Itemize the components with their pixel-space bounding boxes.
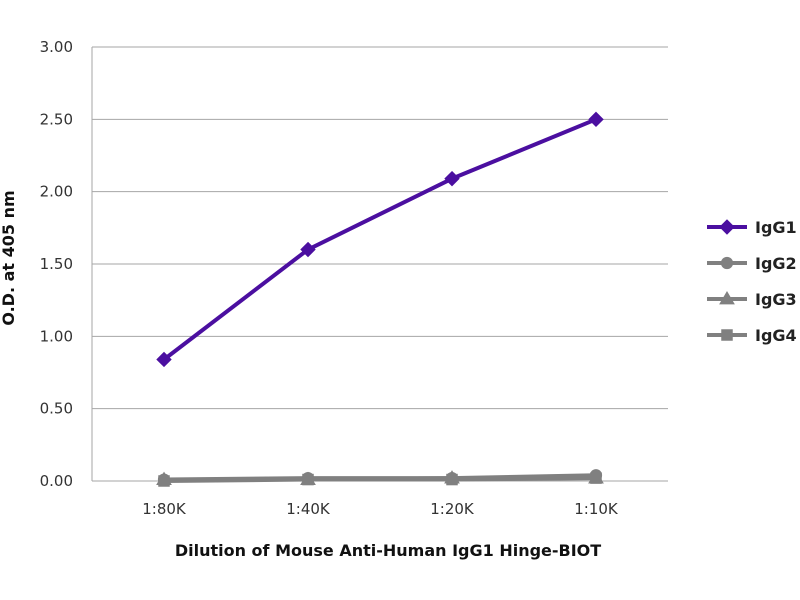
legend-item-igg3: IgG3 [707,290,797,309]
x-axis-title: Dilution of Mouse Anti-Human IgG1 Hinge-… [175,541,601,560]
data-point [444,170,460,187]
y-tick-label: 3.00 [40,38,73,56]
series-line [162,117,598,362]
series-igg1 [156,111,604,368]
y-tick-label: 2.00 [40,183,73,201]
series-line [162,473,598,482]
data-point [300,241,316,258]
y-tick-label: 0.00 [40,472,73,490]
x-tick-label: 1:40K [286,500,331,518]
x-tick-labels: 1:80K 1:40K 1:20K 1:10K [142,500,619,518]
y-tick-label: 1.50 [40,255,73,273]
x-tick-label: 1:10K [574,500,619,518]
y-tick-label: 2.50 [40,110,73,128]
legend-marker [719,219,735,235]
y-tick-label: 0.50 [40,400,73,418]
legend-item-igg4: IgG4 [707,326,797,345]
legend-label: IgG2 [755,254,797,273]
legend-label: IgG4 [755,326,797,345]
data-point [157,473,171,486]
legend-label: IgG1 [755,218,797,237]
data-point [301,472,315,485]
plot-area [156,111,604,487]
legend-marker [721,329,733,341]
data-point [445,472,459,485]
x-tick-label: 1:20K [430,500,475,518]
data-point [588,111,604,128]
legend-item-igg2: IgG2 [707,254,797,273]
data-point [156,351,172,368]
series-igg2 [157,469,603,486]
y-axis-title: O.D. at 405 nm [0,190,18,325]
gridlines [91,46,668,482]
y-tick-label: 1.00 [40,327,73,345]
legend-label: IgG3 [755,290,797,309]
legend-item-igg1: IgG1 [707,218,797,237]
y-tick-labels: 0.00 0.50 1.00 1.50 2.00 2.50 3.00 [40,38,73,490]
x-tick-label: 1:80K [142,500,187,518]
legend-marker [720,256,734,270]
data-point [589,469,603,482]
legend: IgG1 IgG2 IgG3 IgG4 [707,218,797,345]
legend-marker [719,291,735,305]
